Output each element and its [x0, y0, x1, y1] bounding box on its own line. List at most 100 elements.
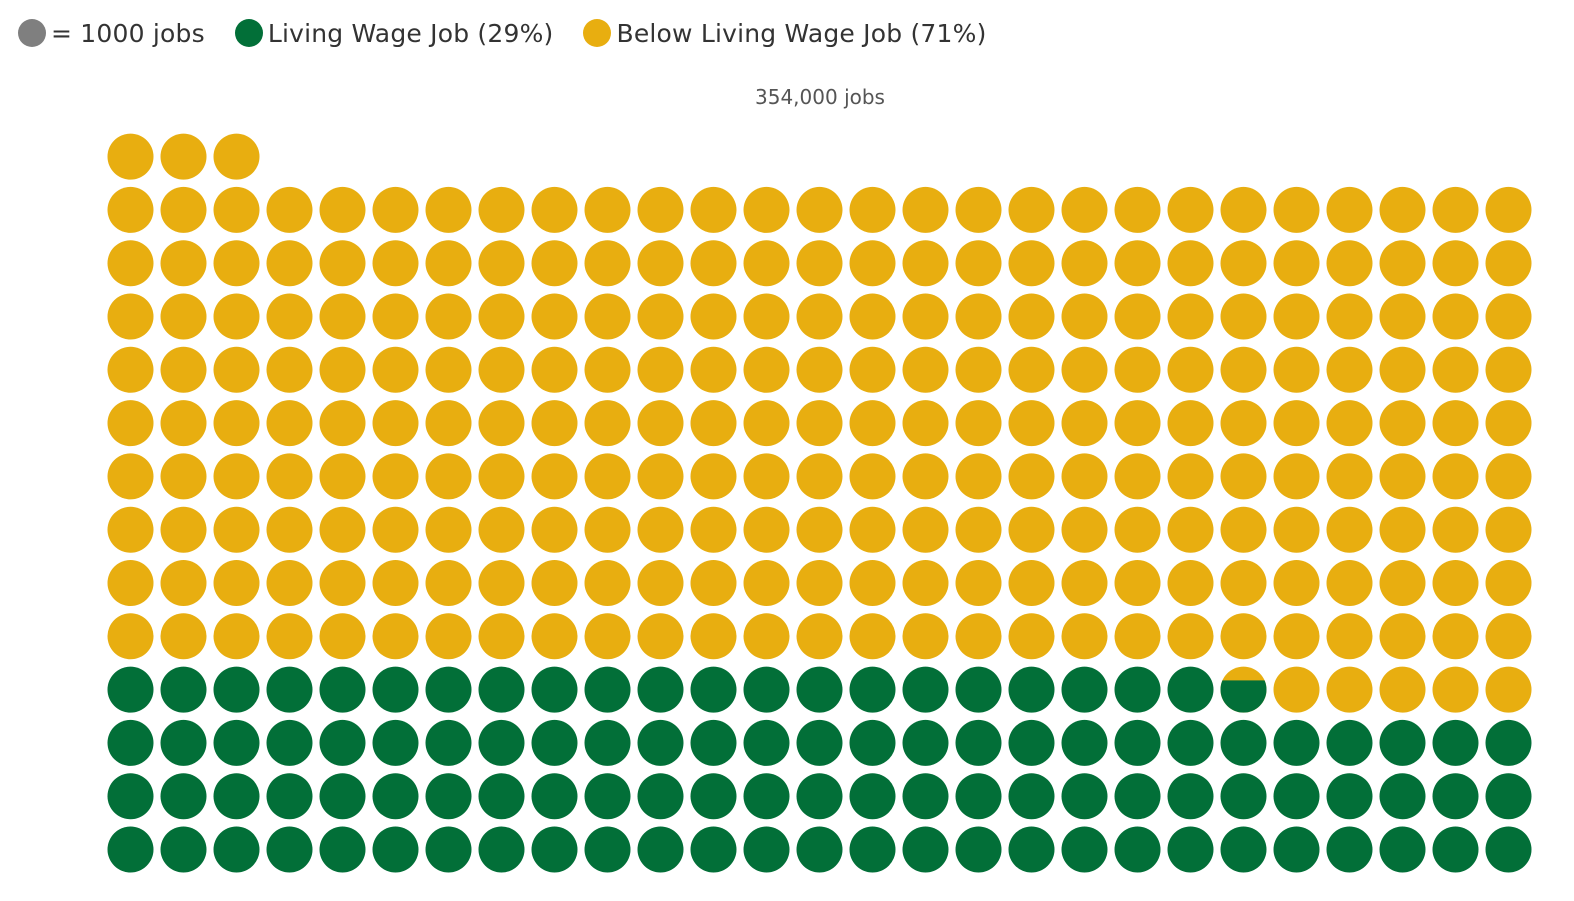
waffle-dot-below — [637, 560, 684, 606]
waffle-dot-partial — [1220, 666, 1267, 713]
waffle-dot-below — [107, 453, 154, 500]
legend-item-below: Below Living Wage Job (71%) — [583, 19, 986, 48]
waffle-dot-below — [1220, 613, 1267, 660]
waffle-dot-below — [531, 613, 578, 660]
waffle-dot-below — [266, 186, 313, 233]
waffle-dot-living — [902, 826, 949, 873]
waffle-dot-below — [1432, 506, 1479, 553]
waffle-dot-below — [1379, 293, 1426, 340]
waffle-dot-below — [849, 613, 896, 660]
waffle-dot-below — [1273, 453, 1320, 500]
waffle-dot-below — [1273, 240, 1320, 287]
waffle-dot-below — [478, 506, 525, 553]
waffle-dot-living — [319, 719, 366, 766]
waffle-dot-below — [531, 506, 578, 553]
waffle-dot-below — [1167, 240, 1214, 287]
waffle-dot-below — [955, 613, 1002, 660]
waffle-dot-below — [1061, 346, 1108, 393]
waffle-dot-living — [478, 719, 525, 766]
waffle-dot-living — [266, 773, 313, 820]
waffle-dot-below — [690, 240, 737, 287]
waffle-dot-below — [107, 240, 154, 287]
waffle-dot-below — [902, 293, 949, 340]
waffle-dot-below — [1061, 613, 1108, 660]
waffle-dot-living — [637, 719, 684, 766]
waffle-dot-living — [955, 666, 1002, 713]
waffle-dot-below — [1273, 346, 1320, 393]
waffle-dot-below — [1485, 666, 1532, 713]
waffle-dot-below — [478, 186, 525, 233]
waffle-dot-below — [1432, 613, 1479, 660]
legend: = 1000 jobs Living Wage Job (29%) Below … — [18, 14, 1017, 52]
waffle-dot-below — [425, 186, 472, 233]
waffle-dot-living — [637, 826, 684, 873]
waffle-dot-below — [1273, 560, 1320, 606]
waffle-dot-living — [319, 773, 366, 820]
waffle-dot-below — [584, 400, 631, 447]
waffle-dot-below — [1326, 666, 1373, 713]
waffle-dot-below — [1485, 453, 1532, 500]
waffle-dot-below — [849, 240, 896, 287]
waffle-dot-below — [1379, 346, 1426, 393]
waffle-dot-below — [849, 293, 896, 340]
waffle-dot-below — [1326, 506, 1373, 553]
waffle-dot-below — [1379, 560, 1426, 606]
waffle-dot-below — [319, 240, 366, 287]
waffle-dot-living — [319, 666, 366, 713]
waffle-dot-below — [160, 186, 207, 233]
waffle-dot-below — [637, 506, 684, 553]
waffle-dot-below — [1220, 240, 1267, 287]
waffle-dot-below — [1167, 346, 1214, 393]
waffle-dot-below — [1326, 613, 1373, 660]
waffle-dot-living — [319, 826, 366, 873]
waffle-dot-below — [1379, 186, 1426, 233]
waffle-dot-below — [1432, 240, 1479, 287]
waffle-dot-living — [1008, 826, 1055, 873]
waffle-dot-below — [1379, 666, 1426, 713]
waffle-dot-living — [955, 719, 1002, 766]
waffle-dot-below — [690, 400, 737, 447]
waffle-dot-below — [478, 453, 525, 500]
waffle-dot-below — [1008, 400, 1055, 447]
waffle-dot-below — [584, 613, 631, 660]
waffle-dot-below — [743, 453, 790, 500]
waffle-dot-living — [425, 773, 472, 820]
waffle-dot-below — [690, 293, 737, 340]
waffle-dot-below — [1432, 186, 1479, 233]
waffle-dot-below — [372, 560, 419, 606]
waffle-dot-below — [1008, 186, 1055, 233]
waffle-dot-living — [425, 666, 472, 713]
waffle-dot-living — [1167, 826, 1214, 873]
waffle-dot-below — [1167, 613, 1214, 660]
waffle-dot-below — [266, 400, 313, 447]
waffle-dot-below — [1326, 560, 1373, 606]
waffle-dot-below — [160, 560, 207, 606]
waffle-dot-living — [690, 826, 737, 873]
waffle-dot-below — [213, 293, 260, 340]
waffle-dot-below — [743, 293, 790, 340]
waffle-dot-below — [1485, 240, 1532, 287]
waffle-dot-below — [213, 240, 260, 287]
waffle-dot-living — [1485, 773, 1532, 820]
waffle-dot-living — [902, 666, 949, 713]
legend-unit-label: = 1000 jobs — [51, 18, 205, 48]
waffle-dot-below — [1167, 400, 1214, 447]
waffle-dot-below — [160, 240, 207, 287]
waffle-dot-living — [902, 773, 949, 820]
waffle-dot-living — [743, 666, 790, 713]
waffle-dot-living — [1167, 773, 1214, 820]
waffle-dot-living — [1485, 826, 1532, 873]
waffle-dot-living — [531, 666, 578, 713]
waffle-dot-below — [478, 613, 525, 660]
waffle-dot-below — [1008, 240, 1055, 287]
waffle-dot-below — [1114, 560, 1161, 606]
waffle-dot-below — [1114, 613, 1161, 660]
waffle-dot-below — [1485, 186, 1532, 233]
waffle-dot-below — [107, 186, 154, 233]
waffle-dot-below — [902, 453, 949, 500]
waffle-dot-below — [796, 400, 843, 447]
waffle-dot-below — [849, 506, 896, 553]
waffle-dot-below — [955, 453, 1002, 500]
waffle-dot-below — [1273, 666, 1320, 713]
waffle-dot-below — [160, 346, 207, 393]
